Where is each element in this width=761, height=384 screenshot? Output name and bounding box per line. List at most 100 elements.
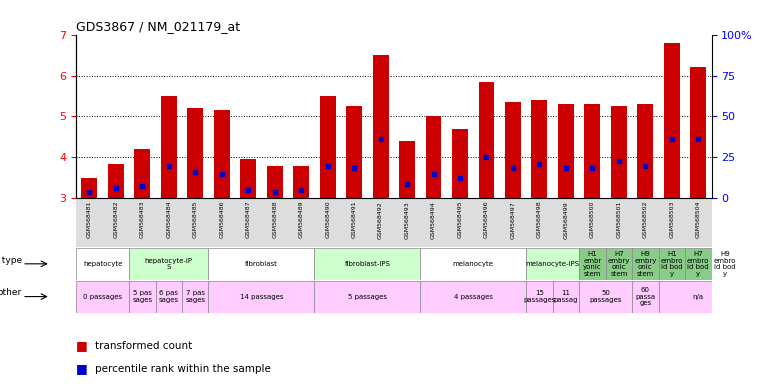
Text: melanocyte-IPS: melanocyte-IPS [526, 261, 580, 267]
Bar [638, 104, 653, 198]
Bar [690, 67, 706, 198]
Text: H7
embry
onic
stem: H7 embry onic stem [608, 251, 630, 276]
Text: cell type: cell type [0, 256, 22, 265]
Text: 11
passag: 11 passag [554, 290, 578, 303]
Text: fibroblast-IPS: fibroblast-IPS [345, 261, 390, 267]
Text: GSM568485: GSM568485 [193, 201, 198, 238]
Bar [314, 248, 420, 280]
Bar [685, 248, 712, 280]
Bar [505, 102, 521, 198]
Bar [346, 106, 362, 198]
Text: ■: ■ [76, 339, 92, 352]
Bar [658, 248, 685, 280]
Bar [161, 96, 177, 198]
Bar [579, 248, 606, 280]
Bar [658, 281, 738, 313]
Text: 15
passages: 15 passages [524, 290, 556, 303]
Bar [479, 82, 495, 198]
Text: 4 passages: 4 passages [454, 294, 492, 300]
Text: GSM568487: GSM568487 [246, 201, 250, 238]
Bar [76, 248, 129, 280]
Bar [420, 248, 526, 280]
Text: 5 passages: 5 passages [348, 294, 387, 300]
Text: GSM568489: GSM568489 [298, 201, 304, 238]
Text: hepatocyte: hepatocyte [83, 261, 123, 267]
Bar [452, 129, 468, 198]
Text: n/a: n/a [693, 294, 704, 300]
Text: GSM568504: GSM568504 [696, 201, 701, 238]
Bar [399, 141, 415, 198]
Text: 14 passages: 14 passages [240, 294, 283, 300]
Text: GSM568501: GSM568501 [616, 201, 622, 238]
Text: hepatocyte-iP
S: hepatocyte-iP S [145, 258, 193, 270]
Text: GSM568492: GSM568492 [378, 201, 383, 238]
Text: GDS3867 / NM_021179_at: GDS3867 / NM_021179_at [76, 20, 240, 33]
Text: GSM568497: GSM568497 [511, 201, 515, 238]
Text: percentile rank within the sample: percentile rank within the sample [95, 364, 271, 374]
Bar [108, 164, 124, 198]
Bar [526, 248, 579, 280]
Bar [314, 281, 420, 313]
Text: GSM568486: GSM568486 [219, 201, 224, 238]
Bar [214, 110, 230, 198]
Bar [81, 178, 97, 198]
Bar [712, 248, 738, 280]
Bar [267, 166, 282, 198]
Bar [632, 248, 658, 280]
Text: fibroblast: fibroblast [245, 261, 278, 267]
Text: GSM568493: GSM568493 [405, 201, 409, 238]
Text: GSM568494: GSM568494 [431, 201, 436, 238]
Text: 5 pas
sages: 5 pas sages [132, 290, 152, 303]
Text: GSM568482: GSM568482 [113, 201, 118, 238]
Text: GSM568484: GSM568484 [166, 201, 171, 238]
Text: melanocyte: melanocyte [453, 261, 494, 267]
Text: GSM568481: GSM568481 [87, 201, 92, 238]
Text: H1
embr
yonic
stem: H1 embr yonic stem [583, 251, 602, 276]
Bar [664, 43, 680, 198]
Text: 6 pas
sages: 6 pas sages [159, 290, 179, 303]
Bar [76, 281, 129, 313]
Bar [373, 55, 389, 198]
Bar [129, 281, 155, 313]
Text: H1
embro
id bod
y: H1 embro id bod y [661, 251, 683, 276]
Bar [129, 248, 209, 280]
Text: 7 pas
sages: 7 pas sages [185, 290, 205, 303]
Text: GSM568496: GSM568496 [484, 201, 489, 238]
Bar [611, 106, 627, 198]
Bar [155, 281, 182, 313]
Bar [209, 281, 314, 313]
Text: GSM568483: GSM568483 [140, 201, 145, 238]
Text: GSM568499: GSM568499 [563, 201, 568, 238]
Bar [420, 281, 526, 313]
Text: H7
embro
id bod
y: H7 embro id bod y [687, 251, 709, 276]
Bar [293, 166, 309, 198]
Text: 0 passages: 0 passages [83, 294, 122, 300]
Text: GSM568503: GSM568503 [670, 201, 674, 238]
Text: ■: ■ [76, 362, 92, 375]
Text: 50
passages: 50 passages [590, 290, 622, 303]
Text: other: other [0, 288, 22, 297]
Text: GSM568495: GSM568495 [457, 201, 463, 238]
Text: 60
passa
ges: 60 passa ges [635, 287, 655, 306]
Text: GSM568490: GSM568490 [325, 201, 330, 238]
Bar [187, 108, 203, 198]
Bar [606, 248, 632, 280]
Bar [135, 149, 150, 198]
Text: H9
embro
id bod
y: H9 embro id bod y [714, 251, 736, 276]
Text: GSM568500: GSM568500 [590, 201, 595, 238]
Text: H9
embry
onic
stem: H9 embry onic stem [634, 251, 657, 276]
Bar [425, 116, 441, 198]
Bar [552, 281, 579, 313]
Text: GSM568498: GSM568498 [537, 201, 542, 238]
Bar [209, 248, 314, 280]
Text: transformed count: transformed count [95, 341, 193, 351]
Bar [526, 281, 552, 313]
Text: GSM568491: GSM568491 [352, 201, 357, 238]
Bar [240, 159, 256, 198]
Text: GSM568488: GSM568488 [272, 201, 277, 238]
Bar [584, 104, 600, 198]
Bar [632, 281, 658, 313]
Text: GSM568502: GSM568502 [643, 201, 648, 238]
Bar [320, 96, 336, 198]
Bar [579, 281, 632, 313]
